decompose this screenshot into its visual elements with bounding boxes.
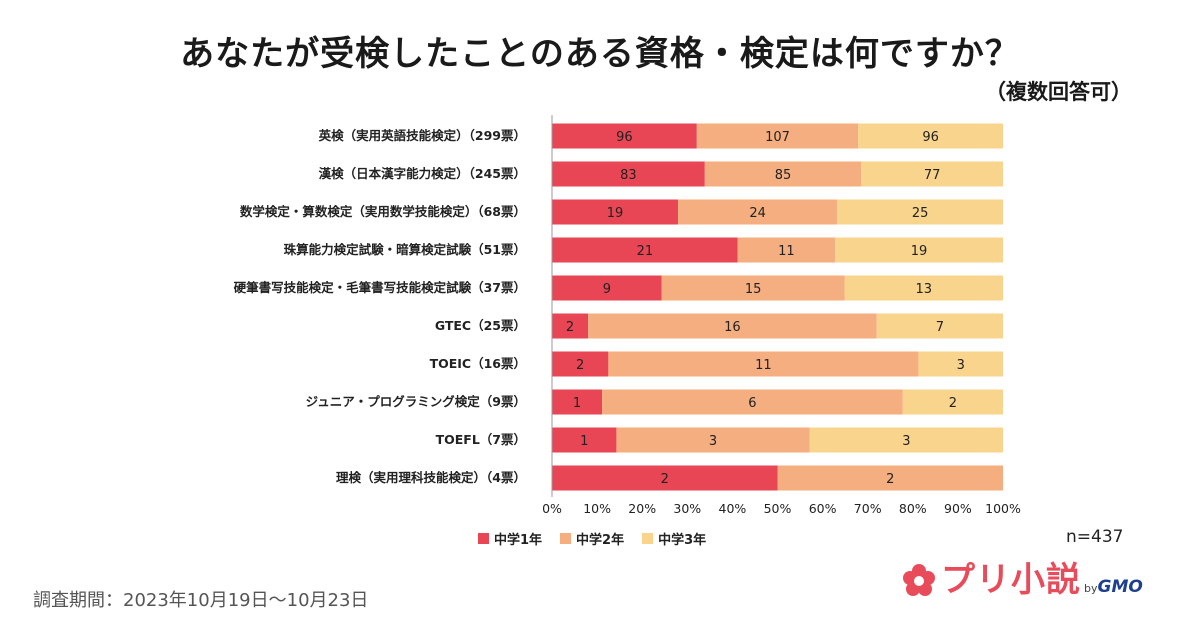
data-label: 9	[603, 282, 611, 297]
bar-segment	[552, 237, 738, 263]
bar-segment	[737, 237, 835, 263]
data-label: 3	[709, 434, 717, 449]
legend-label: 中学3年	[658, 533, 707, 548]
chart-subtitle: （複数回答可）	[985, 80, 1132, 104]
legend-swatch	[642, 533, 654, 544]
x-tick-label: 40%	[719, 501, 747, 516]
bar-segment	[704, 161, 862, 187]
category-label: 数学検定・算数検定（実用数学技能検定）（68票）	[239, 204, 526, 219]
bar-segment	[661, 275, 845, 301]
logo-text: プリ小説	[941, 560, 1081, 600]
legend-item: 中学1年	[478, 529, 542, 548]
data-label: 3	[957, 358, 965, 373]
x-tick-label: 100%	[985, 501, 1021, 516]
data-label: 2	[576, 358, 584, 373]
legend: 中学1年 中学2年 中学3年	[478, 529, 706, 548]
x-tick-label: 20%	[628, 501, 656, 516]
data-label: 6	[748, 396, 756, 411]
data-label: 7	[936, 320, 944, 335]
category-label: 漢検（日本漢字能力検定）（245票）	[319, 166, 526, 181]
logo: プリ小説 by GMO	[901, 560, 1143, 600]
data-label: 19	[607, 206, 624, 221]
data-label: 1	[580, 434, 588, 449]
data-label: 3	[902, 434, 910, 449]
data-label: 96	[616, 130, 633, 145]
bar-segment	[552, 161, 705, 187]
legend-label: 中学1年	[494, 533, 543, 548]
bar-segment	[552, 427, 617, 453]
category-label: ジュニア・プログラミング検定（9票）	[306, 394, 526, 409]
bar-segment	[552, 123, 697, 149]
data-label: 25	[912, 206, 929, 221]
bar-segment	[876, 313, 1003, 339]
data-label: 2	[566, 320, 574, 335]
data-label: 2	[661, 472, 669, 487]
bar-segment	[552, 389, 603, 415]
data-label: 2	[886, 472, 894, 487]
chart-title: あなたが受検したことのある資格・検定は何ですか？	[180, 34, 1020, 74]
x-tick-label: 10%	[583, 501, 611, 516]
legend-item: 中学2年	[560, 529, 624, 548]
x-tick-label: 80%	[899, 501, 927, 516]
sample-size: n=437	[1066, 527, 1124, 547]
category-label: 英検（実用英語技能検定）（299票）	[319, 128, 526, 143]
bar-segment	[809, 427, 1003, 453]
category-label: GTEC（25票）	[435, 318, 526, 333]
flower-logo-icon	[903, 564, 935, 596]
x-tick-label: 0%	[542, 501, 562, 516]
bar-segment	[552, 313, 589, 339]
bar-segment	[602, 389, 903, 415]
bar-segment	[616, 427, 810, 453]
x-tick-label: 90%	[944, 501, 972, 516]
category-label: TOEFL（7票）	[436, 432, 526, 447]
x-tick-label: 60%	[809, 501, 837, 516]
stacked-bar-chart: 英検（実用英語技能検定）（299票） 96 107 96漢検（日本漢字能力検定）（24…	[234, 115, 1021, 516]
legend-swatch	[560, 533, 572, 544]
data-label: 107	[765, 130, 790, 145]
data-label: 83	[620, 168, 637, 183]
x-tick-label: 70%	[854, 501, 882, 516]
legend-swatch	[478, 533, 489, 544]
bar-segment	[858, 123, 1003, 149]
bar-segment	[902, 389, 1003, 415]
data-label: 96	[922, 130, 939, 145]
survey-period: 調査期間：2023年10月19日〜10月23日	[33, 590, 369, 611]
data-label: 1	[573, 396, 581, 411]
bar-segment	[608, 351, 919, 377]
bar-segment	[777, 465, 1003, 491]
legend-label: 中学2年	[576, 533, 625, 548]
data-label: 24	[749, 206, 766, 221]
bar-segment	[834, 237, 1003, 263]
category-label: 理検（実用理科技能検定）（4票）	[336, 470, 526, 485]
data-label: 19	[911, 244, 928, 259]
bar-segment	[844, 275, 1003, 301]
bar-segment	[552, 199, 679, 225]
logo-by: by	[1084, 582, 1098, 595]
bar-segment	[588, 313, 877, 339]
data-label: 13	[915, 282, 932, 297]
bar-segment	[861, 161, 1003, 187]
bar-segment	[552, 351, 609, 377]
x-tick-label: 50%	[764, 501, 792, 516]
data-label: 16	[724, 320, 741, 335]
bar-segment	[552, 465, 778, 491]
legend-item: 中学3年	[642, 529, 706, 548]
bar-segment	[837, 199, 1003, 225]
bar-segment	[552, 275, 662, 301]
logo-brand: GMO	[1097, 577, 1143, 597]
category-label: 珠算能力検定試験・暗算検定試験（51票）	[284, 242, 526, 257]
data-label: 2	[949, 396, 957, 411]
category-label: 硬筆書写技能検定・毛筆書写技能検定試験（37票）	[234, 280, 526, 295]
data-label: 85	[775, 168, 792, 183]
x-tick-label: 30%	[673, 501, 701, 516]
bar-segment	[678, 199, 838, 225]
data-label: 21	[637, 244, 654, 259]
data-label: 15	[745, 282, 762, 297]
data-label: 11	[778, 244, 795, 259]
data-label: 77	[924, 168, 941, 183]
bar-segment	[918, 351, 1003, 377]
bar-segment	[696, 123, 859, 149]
category-label: TOEIC（16票）	[430, 356, 526, 371]
data-label: 11	[755, 358, 772, 373]
